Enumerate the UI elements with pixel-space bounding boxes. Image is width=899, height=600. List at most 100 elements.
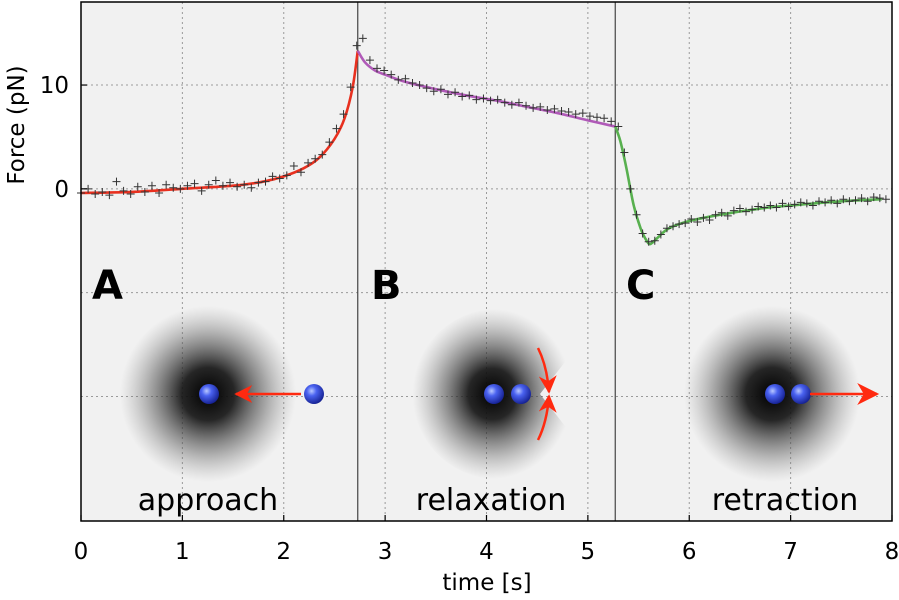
data-point-marker [644,237,653,246]
data-point-marker [304,158,313,167]
data-point-marker [429,87,438,96]
data-point-marker [233,182,242,191]
data-point-marker [394,75,403,84]
data-point-marker [176,184,185,193]
x-tick-label: 7 [783,539,798,565]
data-point-marker [723,211,732,220]
data-point-marker [465,91,474,100]
data-point-marker [339,110,348,119]
data-point-marker [833,199,842,208]
data-point-marker [536,102,545,111]
data-point-marker [760,203,769,212]
data-point-marker [742,207,751,216]
data-point-marker [318,150,327,159]
data-point-marker [857,194,866,203]
phase-boundaries [357,2,616,521]
x-tick-label: 3 [378,539,393,565]
data-point-marker [790,200,799,209]
panel-caption-approach: approach [138,483,278,518]
y-axis-title: Force (pN) [4,65,30,184]
data-point-marker [218,181,227,190]
data-point-marker [699,213,708,222]
data-point-marker [681,219,690,228]
data-point-marker [821,198,830,207]
relaxation-arrow-bottom [536,394,557,441]
data-point-marker [881,195,890,204]
data-point-marker [332,124,341,133]
data-point-marker [190,179,199,188]
bead-bound-relaxation [511,384,531,404]
data-point-marker [105,191,114,200]
data-point-marker [766,201,775,210]
data-point-marker [638,229,647,238]
data-point-marker [802,199,811,208]
data-point-marker [522,101,531,110]
panel-letter-a: A [92,263,123,309]
x-tick-label: 5 [581,539,596,565]
data-point-marker [415,81,424,90]
data-point-marker [254,178,263,187]
data-point-marker [711,210,720,219]
data-point-marker [839,195,848,204]
data-point-marker [472,95,481,104]
data-point-marker [650,236,659,245]
data-point-marker [311,154,320,163]
data-point-marker [845,197,854,206]
data-point-marker [592,113,601,122]
data-point-marker [204,180,213,189]
data-point-marker [140,187,149,196]
x-axis-title: time [s] [442,570,531,596]
data-point-marker [772,203,781,212]
bead-free-approach [304,384,324,404]
data-point-marker [529,103,538,112]
data-point-marker [662,224,671,233]
data-point-marker [98,187,107,196]
x-tick-label: 2 [276,539,291,565]
data-point-marker [729,206,738,215]
x-tick-label: 0 [74,539,89,565]
data-point-marker [754,202,763,211]
data-point-marker [247,183,256,192]
axis-ticks: 0 1 2 3 4 5 6 7 8 0 10 [40,73,899,565]
data-point-marker [261,177,270,186]
data-point-marker [358,34,367,43]
x-tick-label: 4 [479,539,494,565]
data-point-marker [784,202,793,211]
data-point-marker [126,190,135,199]
data-point-marker [717,208,726,217]
data-point-marker [408,78,417,87]
data-point-marker [578,109,587,118]
data-point-marker [436,85,445,94]
data-point-marker [119,186,128,195]
data-point-marker [352,41,361,50]
data-point-marker [500,98,509,107]
data-point-marker [875,194,884,203]
data-point-marker [656,230,665,239]
bead-bound-retraction [791,384,811,404]
data-point-marker [543,105,552,114]
data-point-marker [479,94,488,103]
data-point-marker [325,138,334,147]
data-point-marker [796,198,805,207]
data-point-marker [808,201,817,210]
schematic-retraction [684,306,880,482]
data-point-marker [346,83,355,92]
data-point-marker [705,215,714,224]
data-point-marker [620,148,629,157]
data-point-marker [162,180,171,189]
data-point-marker [365,56,374,65]
data-point-marker [493,95,502,104]
series-layer [77,34,890,246]
data-point-marker [514,98,523,107]
data-point-marker [91,190,100,199]
data-point-marker [564,108,573,117]
data-point-marker [373,64,382,73]
data-point-marker [155,188,164,197]
data-point-marker [183,181,192,190]
data-point-marker [169,183,178,192]
data-point-marker [443,90,452,99]
schematic-relaxation [412,308,572,479]
data-point-marker [296,168,305,177]
data-point-marker [507,100,516,109]
